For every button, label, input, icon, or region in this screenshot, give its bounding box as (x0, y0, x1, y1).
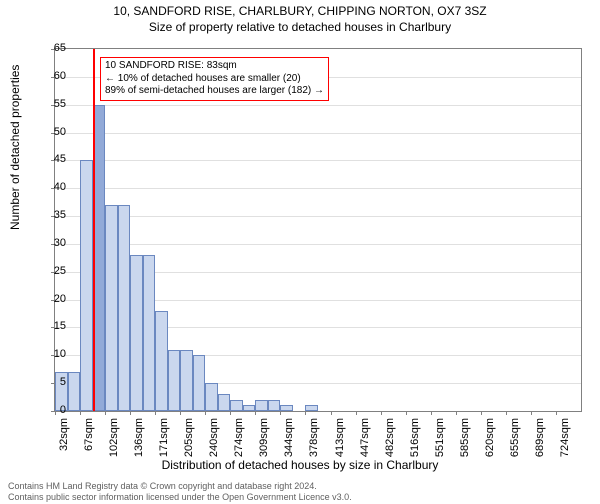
x-tick-mark (180, 411, 181, 415)
histogram-bar (268, 400, 281, 411)
chart-container: 10, SANDFORD RISE, CHARLBURY, CHIPPING N… (0, 4, 600, 504)
histogram-bar (180, 350, 193, 411)
x-tick-label: 32sqm (58, 418, 70, 462)
x-tick-label: 482sqm (384, 418, 396, 462)
y-tick-label: 5 (46, 376, 66, 388)
x-tick-mark (506, 411, 507, 415)
x-tick-mark (331, 411, 332, 415)
histogram-bar (143, 255, 156, 411)
annotation-box: 10 SANDFORD RISE: 83sqm← 10% of detached… (100, 57, 329, 101)
y-tick-label: 35 (46, 209, 66, 221)
x-tick-label: 378sqm (308, 418, 320, 462)
gridline (55, 105, 581, 106)
histogram-bar (255, 400, 268, 411)
x-tick-mark (431, 411, 432, 415)
y-tick-label: 55 (46, 98, 66, 110)
y-tick-label: 25 (46, 265, 66, 277)
gridline (55, 188, 581, 189)
x-tick-label: 309sqm (258, 418, 270, 462)
x-tick-mark (280, 411, 281, 415)
x-tick-mark (155, 411, 156, 415)
y-tick-label: 15 (46, 320, 66, 332)
histogram-bar (243, 405, 256, 411)
x-tick-label: 171sqm (158, 418, 170, 462)
histogram-bar (118, 205, 131, 411)
x-tick-mark (556, 411, 557, 415)
x-tick-label: 551sqm (434, 418, 446, 462)
y-tick-label: 0 (46, 404, 66, 416)
histogram-bar (218, 394, 231, 411)
annot-line: 10 SANDFORD RISE: 83sqm (105, 60, 324, 73)
x-tick-label: 585sqm (459, 418, 471, 462)
annot-line: ← 10% of detached houses are smaller (20… (105, 73, 324, 86)
x-tick-mark (356, 411, 357, 415)
annot-line: 89% of semi-detached houses are larger (… (105, 85, 324, 98)
title-main: 10, SANDFORD RISE, CHARLBURY, CHIPPING N… (0, 4, 600, 18)
histogram-bar (68, 372, 81, 411)
chart-frame: 10 SANDFORD RISE: 83sqm← 10% of detached… (54, 48, 582, 412)
footer-line2: Contains public sector information licen… (8, 492, 352, 502)
gridline (55, 160, 581, 161)
x-tick-mark (130, 411, 131, 415)
x-tick-label: 447sqm (359, 418, 371, 462)
y-tick-label: 45 (46, 153, 66, 165)
x-tick-mark (80, 411, 81, 415)
x-tick-mark (381, 411, 382, 415)
x-tick-mark (305, 411, 306, 415)
x-tick-label: 724sqm (559, 418, 571, 462)
title-sub: Size of property relative to detached ho… (0, 20, 600, 34)
histogram-bar (305, 405, 318, 411)
gridline (55, 244, 581, 245)
histogram-bar (105, 205, 118, 411)
reference-line (93, 49, 95, 411)
y-tick-label: 60 (46, 70, 66, 82)
y-tick-label: 10 (46, 348, 66, 360)
histogram-bar (168, 350, 181, 411)
x-tick-mark (481, 411, 482, 415)
x-tick-label: 620sqm (484, 418, 496, 462)
x-tick-label: 655sqm (509, 418, 521, 462)
gridline (55, 216, 581, 217)
x-tick-mark (456, 411, 457, 415)
x-tick-label: 102sqm (108, 418, 120, 462)
gridline (55, 133, 581, 134)
histogram-bar (280, 405, 293, 411)
y-tick-label: 50 (46, 126, 66, 138)
histogram-bar (130, 255, 143, 411)
histogram-bar (80, 160, 93, 411)
x-tick-mark (105, 411, 106, 415)
y-tick-label: 40 (46, 181, 66, 193)
histogram-bar (230, 400, 243, 411)
x-tick-mark (406, 411, 407, 415)
x-tick-label: 413sqm (334, 418, 346, 462)
x-tick-mark (205, 411, 206, 415)
footer: Contains HM Land Registry data © Crown c… (8, 481, 352, 502)
x-tick-label: 240sqm (208, 418, 220, 462)
y-axis-label: Number of detached properties (8, 65, 22, 230)
x-tick-mark (531, 411, 532, 415)
x-tick-label: 205sqm (183, 418, 195, 462)
y-tick-label: 30 (46, 237, 66, 249)
x-tick-label: 516sqm (409, 418, 421, 462)
histogram-bar (193, 355, 206, 411)
x-tick-label: 344sqm (283, 418, 295, 462)
histogram-bar (155, 311, 168, 411)
y-tick-label: 65 (46, 42, 66, 54)
histogram-bar (205, 383, 218, 411)
x-tick-mark (255, 411, 256, 415)
x-tick-label: 274sqm (233, 418, 245, 462)
x-tick-mark (230, 411, 231, 415)
x-tick-label: 136sqm (133, 418, 145, 462)
y-tick-label: 20 (46, 293, 66, 305)
plot-area: 10 SANDFORD RISE: 83sqm← 10% of detached… (54, 48, 582, 412)
footer-line1: Contains HM Land Registry data © Crown c… (8, 481, 352, 491)
x-tick-label: 689sqm (534, 418, 546, 462)
x-tick-label: 67sqm (83, 418, 95, 462)
